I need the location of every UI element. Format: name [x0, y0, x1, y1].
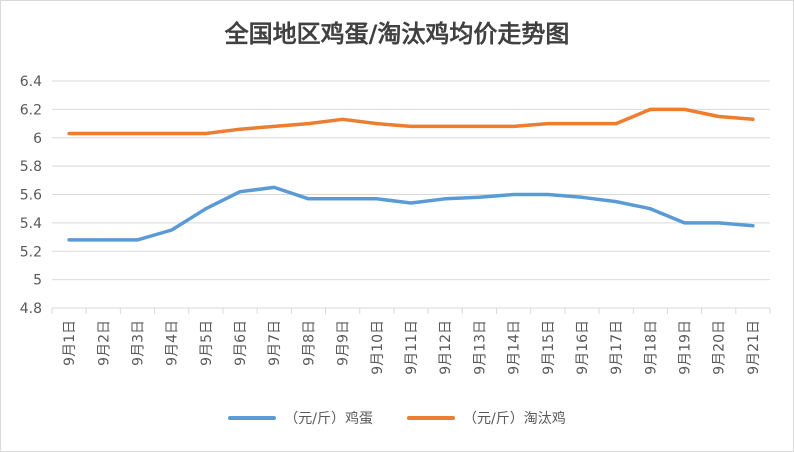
legend-swatch-egg	[228, 416, 277, 420]
x-tick-label: 9月19日	[678, 320, 694, 375]
data-point-egg	[204, 207, 208, 211]
legend-swatch-culled-hen	[407, 416, 455, 420]
data-point-culled-hen	[409, 124, 413, 128]
y-tick-label: 4.8	[20, 301, 42, 317]
data-point-egg	[717, 221, 721, 225]
data-point-culled-hen	[512, 124, 516, 128]
data-point-culled-hen	[101, 131, 105, 135]
x-tick-label: 9月14日	[507, 320, 523, 375]
chart-title: 全国地区鸡蛋/淘汰鸡均价走势图	[224, 20, 570, 48]
data-point-egg	[341, 197, 345, 201]
x-tick-label: 9月20日	[712, 320, 728, 375]
x-tick-label: 9月2日	[96, 320, 112, 366]
x-tick-label: 9月10日	[370, 320, 386, 375]
y-tick-label: 6.4	[20, 74, 42, 90]
legend-label-egg: （元/斤）鸡蛋	[284, 411, 373, 427]
data-point-culled-hen	[648, 107, 652, 111]
legend: （元/斤）鸡蛋 （元/斤）淘汰鸡	[0, 408, 794, 428]
x-tick-label: 9月3日	[130, 320, 146, 366]
data-point-egg	[443, 197, 447, 201]
data-point-culled-hen	[443, 124, 447, 128]
data-point-egg	[306, 197, 310, 201]
x-tick-label: 9月9日	[336, 320, 352, 366]
y-axis-ticks: 6.4 6.2 6 5.8 5.6 5.4 5.2 5 4.8	[20, 74, 42, 317]
data-point-culled-hen	[580, 122, 584, 126]
data-point-culled-hen	[135, 131, 139, 135]
gridlines	[52, 80, 770, 309]
x-tick-label: 9月21日	[746, 320, 762, 375]
data-point-culled-hen	[306, 122, 310, 126]
data-point-egg	[375, 197, 379, 201]
y-tick-label: 5.8	[20, 159, 42, 175]
data-point-culled-hen	[751, 117, 755, 121]
data-point-egg	[614, 200, 618, 204]
data-point-egg	[409, 201, 413, 205]
data-point-egg	[546, 193, 550, 196]
x-tick-label: 9月17日	[609, 320, 625, 375]
data-point-culled-hen	[683, 107, 687, 111]
data-point-culled-hen	[375, 122, 379, 126]
data-point-egg	[580, 195, 584, 199]
series-lines	[67, 107, 755, 242]
data-point-culled-hen	[170, 131, 174, 135]
x-tick-label: 9月15日	[541, 320, 557, 375]
data-point-egg	[238, 190, 242, 194]
y-tick-label: 6	[33, 131, 42, 147]
series-line-egg	[67, 185, 755, 242]
x-tick-label: 9月13日	[472, 320, 488, 375]
data-point-culled-hen	[204, 131, 208, 135]
data-point-culled-hen	[717, 114, 721, 118]
x-tick-label: 9月1日	[62, 320, 78, 366]
data-point-culled-hen	[238, 127, 242, 131]
data-point-egg	[683, 221, 687, 225]
series-line-culled-hen	[67, 107, 755, 136]
data-point-culled-hen	[546, 122, 550, 126]
data-point-egg	[67, 238, 71, 242]
x-axis: 9月1日 9月2日 9月3日 9月4日 9月5日 9月6日 9月7日 9月8日 9月9日 9月10…	[51, 308, 771, 375]
y-tick-label: 6.2	[20, 102, 42, 118]
x-tick-label: 9月16日	[575, 320, 591, 375]
legend-item-egg: （元/斤）鸡蛋	[228, 408, 373, 428]
data-point-culled-hen	[67, 131, 71, 135]
data-point-culled-hen	[614, 122, 618, 126]
x-tick-label: 9月7日	[267, 320, 283, 366]
data-point-egg	[170, 228, 174, 232]
legend-item-culled-hen: （元/斤）淘汰鸡	[407, 408, 566, 428]
legend-label-culled-hen: （元/斤）淘汰鸡	[463, 411, 566, 427]
y-tick-label: 5.6	[20, 188, 42, 204]
x-tick-label: 9月8日	[301, 320, 317, 366]
data-point-egg	[272, 185, 276, 189]
data-point-egg	[477, 195, 481, 199]
y-tick-label: 5.4	[20, 216, 42, 232]
y-tick-label: 5	[33, 273, 42, 289]
x-tick-label: 9月12日	[438, 320, 454, 375]
data-point-culled-hen	[341, 117, 345, 121]
x-tick-label: 9月5日	[199, 320, 215, 366]
data-point-egg	[648, 207, 652, 211]
data-point-egg	[101, 238, 105, 242]
data-point-culled-hen	[477, 124, 481, 128]
data-point-egg	[135, 238, 139, 242]
x-tick-label: 9月4日	[165, 320, 181, 366]
x-tick-label: 9月11日	[404, 320, 420, 375]
x-tick-label: 9月18日	[643, 320, 659, 375]
y-tick-label: 5.2	[20, 244, 42, 260]
x-tick-label: 9月6日	[233, 320, 249, 366]
data-point-culled-hen	[272, 124, 276, 128]
data-point-egg	[512, 193, 516, 196]
data-point-egg	[751, 224, 755, 228]
